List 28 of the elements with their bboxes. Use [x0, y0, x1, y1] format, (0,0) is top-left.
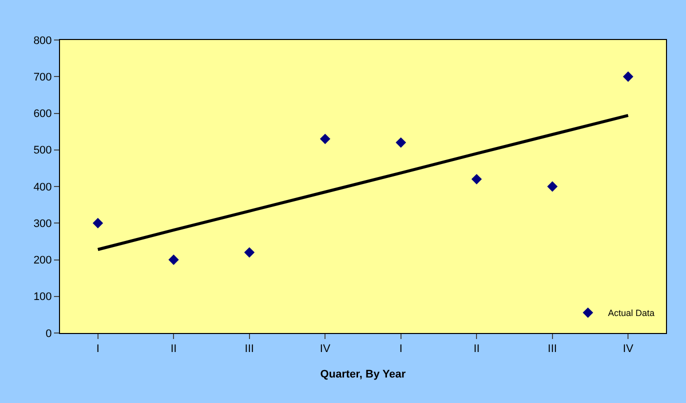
point — [244, 247, 255, 258]
y-tick-label: 800 — [33, 34, 52, 47]
point — [168, 254, 179, 265]
x-tick-label: III — [548, 343, 557, 356]
legend-label: Actual Data — [608, 308, 654, 318]
line-series — [96, 114, 630, 251]
y-tick-label: 600 — [33, 108, 52, 120]
point — [622, 71, 634, 82]
x-tick-label: I — [399, 343, 402, 356]
x-tick-label: III — [244, 343, 254, 356]
x-tick-label: II — [170, 343, 177, 356]
x-axis-title: Quarter, By Year — [320, 368, 406, 380]
x-tick-label: IV — [622, 343, 634, 356]
point — [320, 134, 330, 144]
x-tick-label: II — [474, 343, 480, 356]
y-tick-label: 500 — [33, 144, 52, 157]
y-tick-label: 0 — [46, 328, 52, 340]
x-tick-label: I — [96, 343, 100, 356]
x-tick-label: IV — [320, 343, 331, 356]
y-tick-label: 700 — [33, 71, 52, 84]
y-tick-label: 400 — [33, 181, 52, 194]
y-tick-label: 200 — [33, 254, 52, 267]
y-tick-label: 100 — [33, 291, 52, 304]
point — [92, 218, 104, 228]
point — [471, 174, 482, 184]
point — [396, 137, 406, 148]
y-tick-label: 300 — [33, 218, 52, 230]
point — [547, 181, 558, 192]
